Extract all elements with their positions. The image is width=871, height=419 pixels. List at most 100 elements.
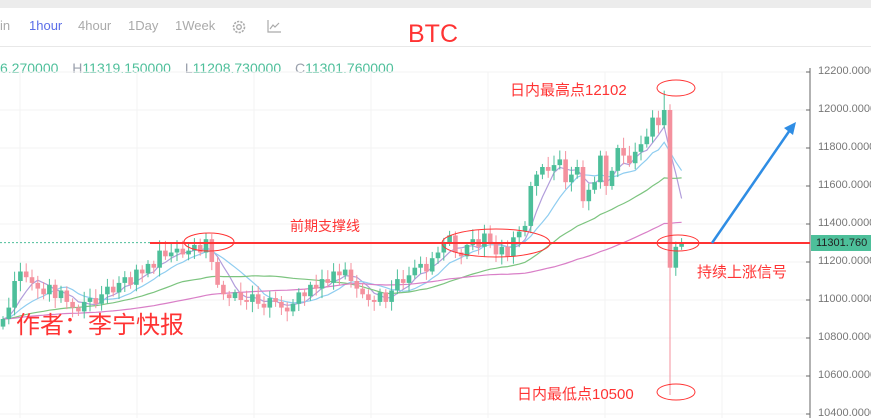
- gear-icon[interactable]: [231, 19, 247, 35]
- candle-body: [76, 307, 81, 312]
- candle-body: [627, 155, 632, 164]
- line-chart-icon[interactable]: [267, 20, 281, 33]
- candle-body: [540, 167, 545, 175]
- candle-body: [58, 290, 64, 299]
- candle-body: [41, 288, 46, 295]
- candle-body: [244, 300, 249, 302]
- candle-body: [29, 277, 35, 283]
- candle-body: [447, 235, 452, 243]
- highlight-ellipse: [656, 79, 696, 97]
- candle-body: [632, 151, 638, 164]
- candle-body: [192, 244, 197, 251]
- candle-body: [371, 300, 377, 302]
- candle-body: [284, 307, 290, 312]
- trend-arrow: [710, 129, 792, 244]
- interval-1hour[interactable]: 1hour: [29, 18, 63, 33]
- candle-body: [99, 294, 104, 304]
- candle-body: [70, 301, 75, 308]
- candle-body: [139, 269, 145, 274]
- candle-body: [35, 282, 41, 289]
- candle-body: [360, 288, 365, 295]
- chart-toolbar: in 1hour 4hour 1Day 1Week: [0, 8, 871, 47]
- candle-body: [134, 269, 139, 285]
- candle-body: [163, 250, 168, 257]
- candle-body: [406, 275, 412, 283]
- axis-label: 12000.0000: [818, 103, 871, 115]
- candle-body: [110, 286, 116, 293]
- candle-body: [482, 233, 487, 247]
- candle-body: [18, 271, 23, 281]
- candle-body: [203, 239, 209, 253]
- candle-body: [226, 294, 232, 299]
- candle-body: [435, 252, 441, 259]
- axis-label: 12200.0000: [818, 65, 871, 77]
- candle-body: [250, 294, 255, 302]
- candle-body: [296, 292, 302, 304]
- candle-body: [395, 279, 400, 291]
- interval-1week[interactable]: 1Week: [175, 18, 216, 33]
- candle-body: [621, 148, 626, 156]
- candle-body: [174, 248, 180, 253]
- candle-body: [377, 292, 383, 302]
- candle-body: [661, 110, 667, 126]
- candle-body: [331, 271, 336, 283]
- highlight-ellipse: [441, 228, 551, 258]
- candle-body: [279, 301, 284, 308]
- candle-body: [592, 182, 597, 190]
- candle-body: [337, 271, 342, 276]
- candle-body: [673, 246, 679, 268]
- axis-label: 10400.0000: [818, 407, 871, 419]
- candle-body: [557, 159, 563, 166]
- candle-body: [12, 281, 17, 308]
- candle-body: [545, 167, 551, 171]
- candle-body: [516, 231, 522, 238]
- candle-body: [493, 243, 499, 255]
- axis-label: 10800.0000: [818, 331, 871, 343]
- interval-1day[interactable]: 1Day: [128, 18, 159, 33]
- last-price-tag: 11301.760: [811, 235, 871, 251]
- candle-body: [122, 277, 128, 283]
- candle-body: [412, 267, 418, 276]
- candle-body: [522, 225, 528, 232]
- candle-body: [52, 284, 58, 299]
- candle-body: [534, 174, 539, 186]
- candle-body: [273, 298, 278, 302]
- candle-body: [238, 292, 244, 300]
- candle-body: [151, 263, 157, 268]
- candle-body: [116, 282, 122, 293]
- candle-body: [424, 263, 429, 272]
- candle-body: [197, 244, 203, 253]
- candle-body: [348, 269, 354, 281]
- trend-arrow-head: [784, 122, 796, 135]
- annotation-intraday-low: 日内最低点10500: [517, 386, 634, 403]
- candle-body: [313, 284, 319, 289]
- candle-body: [23, 271, 29, 278]
- candle-body: [609, 170, 615, 186]
- chart-title: BTC: [408, 20, 458, 48]
- candle-body: [458, 252, 464, 257]
- candle-body: [505, 246, 510, 257]
- candle-body: [215, 262, 220, 285]
- highlight-ellipse: [656, 234, 700, 252]
- candle-body: [221, 284, 226, 295]
- candle-body: [389, 290, 394, 302]
- candle-body: [441, 243, 447, 253]
- interval-4hour[interactable]: 4hour: [78, 18, 112, 33]
- candle-body: [180, 248, 186, 255]
- candle-body: [464, 244, 470, 257]
- highlight-ellipse: [656, 383, 696, 401]
- interval-min[interactable]: in: [0, 18, 11, 33]
- candle-body: [232, 292, 238, 299]
- candle-body: [528, 186, 534, 226]
- candle-body: [586, 189, 592, 202]
- annotation-intraday-high: 日内最高点12102: [510, 82, 627, 99]
- candle-body: [551, 165, 557, 171]
- candle-body: [157, 250, 162, 268]
- candle-body: [0, 319, 6, 327]
- candle-body: [64, 290, 70, 302]
- candle-body: [429, 258, 435, 272]
- candle-body: [615, 148, 621, 171]
- axis-label: 11400.0000: [818, 217, 871, 229]
- candle-body: [598, 155, 603, 183]
